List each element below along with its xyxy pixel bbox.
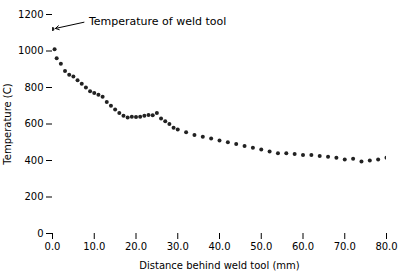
svg-text:10.0: 10.0 [83, 241, 105, 252]
svg-text:1000: 1000 [18, 45, 43, 56]
svg-text:60.0: 60.0 [292, 241, 314, 252]
svg-text:30.0: 30.0 [167, 241, 189, 252]
svg-text:400: 400 [24, 155, 43, 166]
svg-text:Distance behind weld tool (mm): Distance behind weld tool (mm) [139, 260, 300, 271]
svg-text:1200: 1200 [18, 9, 43, 20]
svg-text:0.0: 0.0 [45, 241, 61, 252]
svg-text:70.0: 70.0 [334, 241, 356, 252]
svg-text:Temperature (C): Temperature (C) [2, 83, 13, 165]
svg-text:0: 0 [37, 228, 43, 239]
svg-text:50.0: 50.0 [250, 241, 272, 252]
svg-text:600: 600 [24, 118, 43, 129]
svg-text:Temperature of weld tool: Temperature of weld tool [88, 15, 226, 28]
svg-text:800: 800 [24, 82, 43, 93]
svg-text:20.0: 20.0 [125, 241, 147, 252]
svg-text:40.0: 40.0 [208, 241, 230, 252]
svg-text:200: 200 [24, 191, 43, 202]
svg-text:80.0: 80.0 [375, 241, 397, 252]
